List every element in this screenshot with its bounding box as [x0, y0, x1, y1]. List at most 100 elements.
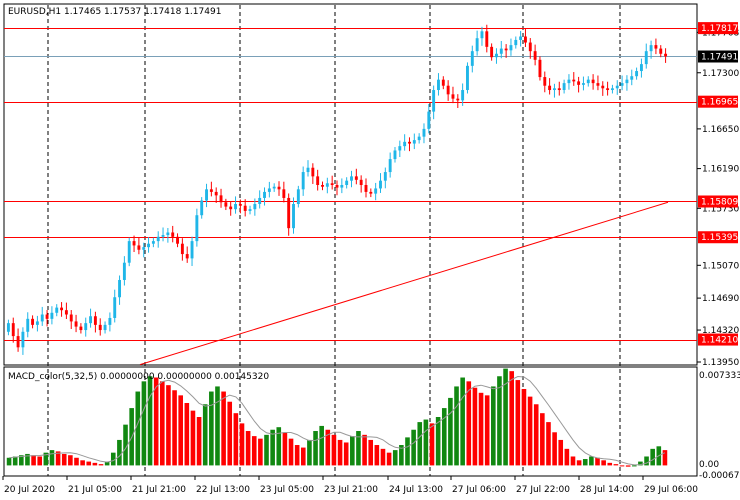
candle-body [185, 254, 189, 259]
candle-body [55, 307, 59, 313]
candle-body [639, 64, 643, 72]
macd-bar [650, 448, 655, 466]
candle-body [659, 48, 663, 54]
candle [335, 180, 339, 196]
candle [282, 181, 286, 203]
macd-bar [55, 451, 61, 466]
candle-body [21, 331, 25, 348]
candle [441, 76, 445, 90]
candle-body [417, 136, 421, 141]
macd-bar [417, 422, 423, 466]
candle-body [151, 241, 155, 244]
macd-bar [613, 464, 619, 466]
candle-body [364, 185, 368, 192]
candle [466, 62, 469, 94]
macd-bar [104, 461, 110, 466]
macd-bar [491, 386, 496, 466]
candle [350, 170, 353, 188]
candle-body [267, 188, 271, 192]
macd-bar [110, 452, 116, 466]
candle [552, 83, 556, 98]
candle [422, 123, 426, 144]
macd-tick-label: 0.00 [699, 460, 719, 470]
candle [451, 86, 455, 104]
macd-bar [356, 431, 361, 466]
candle [248, 205, 252, 215]
price-tick-label: 1.16190 [702, 165, 739, 175]
candle [243, 199, 247, 217]
candle [601, 81, 605, 96]
macd-bar [117, 439, 122, 466]
macd-bar [441, 408, 447, 466]
candle [591, 74, 595, 90]
macd-bar [466, 381, 472, 466]
candle [606, 81, 610, 96]
macd-bar [484, 395, 490, 466]
candle-body [495, 53, 498, 58]
candle [93, 311, 97, 333]
macd-bar [570, 456, 576, 466]
macd-histogram [6, 368, 668, 467]
time-tick-label: 22 Jul 13:00 [196, 485, 250, 495]
candle-body [142, 247, 146, 250]
candle-body [108, 317, 112, 325]
macd-bar [533, 404, 539, 466]
macd-bar [25, 453, 30, 466]
candle [340, 178, 344, 194]
candle [267, 181, 271, 198]
candle [577, 76, 581, 93]
candle [432, 85, 436, 120]
level-tag [698, 195, 738, 208]
macd-bar [141, 381, 147, 466]
candle [446, 80, 450, 101]
candle-body [379, 180, 382, 189]
candle [6, 319, 10, 336]
candlesticks [6, 24, 668, 355]
candle-body [596, 83, 600, 86]
candle [630, 69, 634, 86]
candle-body [195, 215, 199, 242]
level-tag [698, 333, 738, 346]
candle [364, 178, 368, 198]
macd-bar [98, 464, 104, 466]
time-tick-label: 27 Jul 06:00 [452, 485, 506, 495]
macd-bar [625, 465, 631, 467]
candle [359, 175, 363, 193]
macd-bar [423, 419, 429, 466]
candle-body [649, 45, 653, 52]
candle-body [31, 318, 35, 325]
macd-bar [135, 391, 141, 466]
candle-body [122, 262, 126, 280]
candle [325, 177, 329, 194]
candle [664, 48, 668, 63]
candle-body [350, 176, 353, 181]
candle [321, 181, 324, 191]
candle [379, 173, 382, 193]
candle-body [451, 94, 455, 99]
current-price-label: 1.17491 [701, 53, 738, 63]
macd-bar [74, 457, 79, 466]
macd-bar [160, 381, 165, 466]
candle-body [127, 241, 131, 263]
macd-bar [405, 437, 410, 466]
candle [60, 302, 64, 317]
macd-bar [521, 388, 527, 466]
candle-body [340, 185, 344, 188]
candle [205, 183, 208, 208]
candle-body [470, 51, 474, 66]
candle-body [311, 167, 315, 177]
candle-body [398, 146, 402, 151]
candle-body [272, 186, 276, 189]
candle [161, 227, 165, 242]
candle-body [408, 141, 411, 144]
candle-body [6, 323, 10, 332]
candle [519, 30, 523, 47]
macd-bar [31, 455, 36, 466]
candle [137, 237, 141, 255]
macd-bar [435, 417, 441, 466]
candle [180, 238, 184, 261]
candle [292, 197, 295, 234]
level-tag-label: 1.16965 [701, 98, 738, 108]
